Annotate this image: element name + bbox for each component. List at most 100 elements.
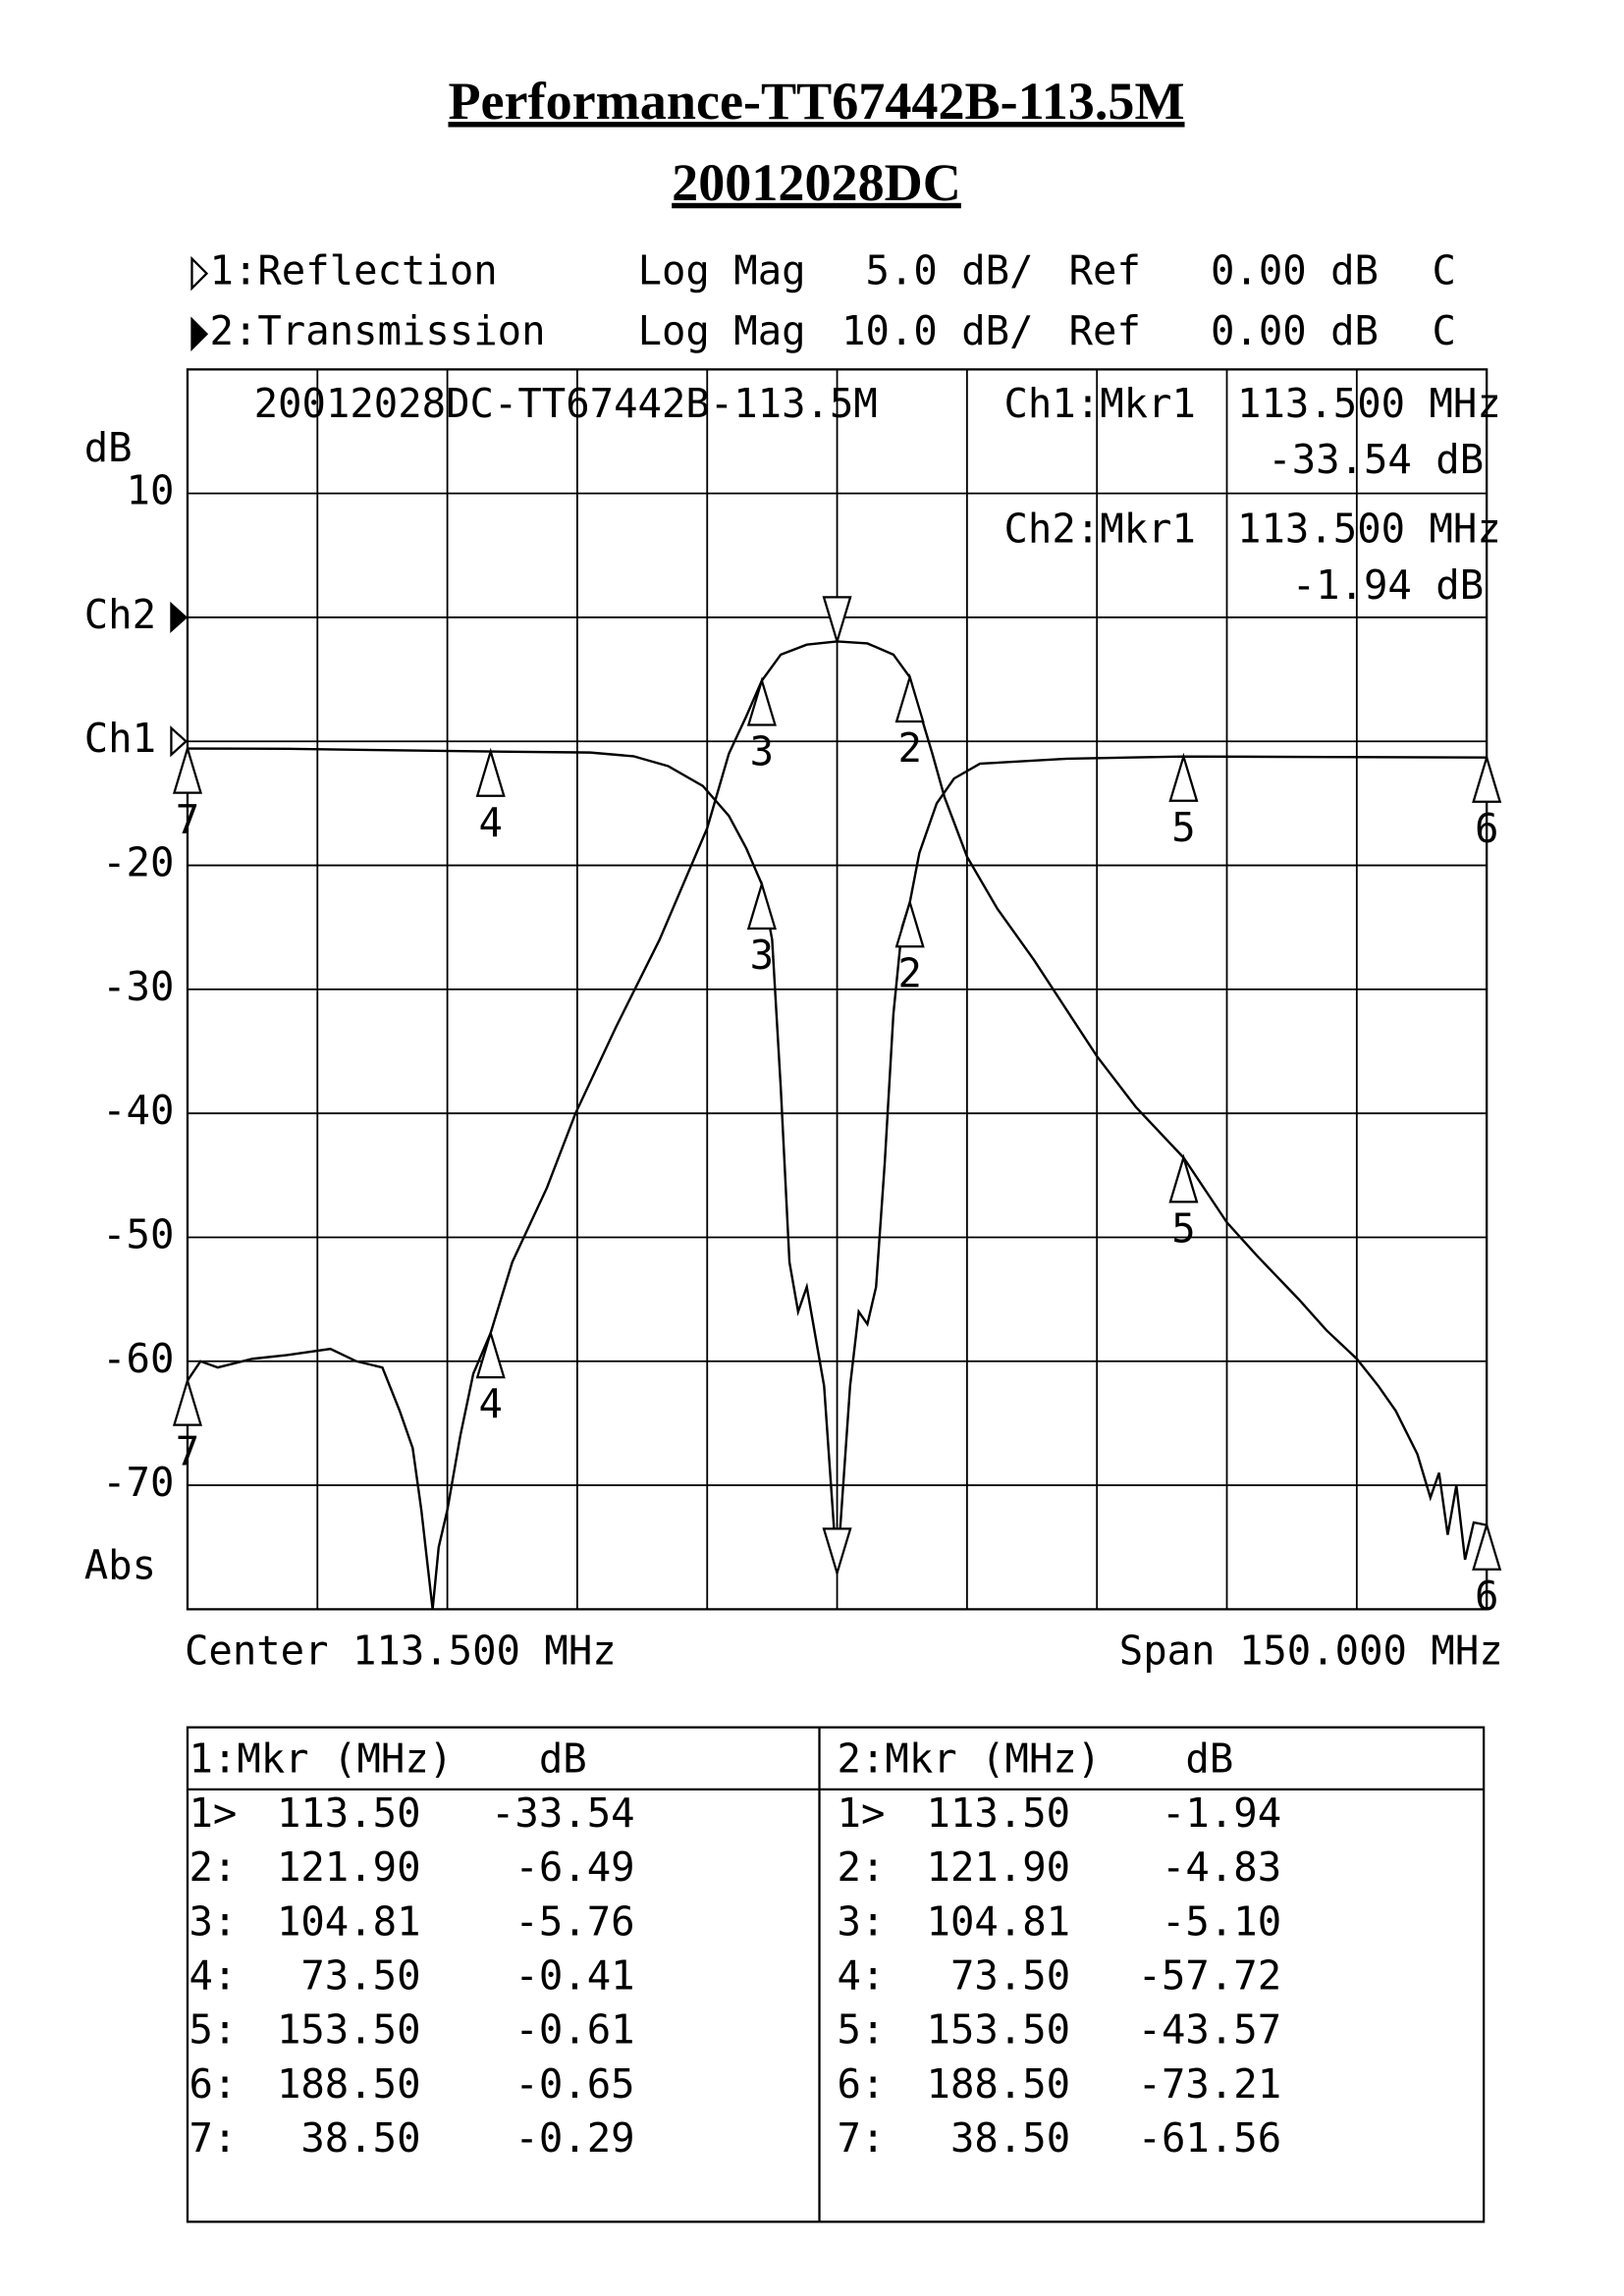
trace xyxy=(186,640,1488,1610)
readout-frequency: 113.500 MHz xyxy=(1237,506,1501,553)
channel-setting: Ref xyxy=(1069,247,1141,294)
channel-setting: 0.00 dB xyxy=(1211,247,1379,294)
marker xyxy=(1472,1521,1502,1571)
marker-label: 5 xyxy=(1171,1204,1195,1252)
page-subtitle: 20012028DC xyxy=(672,153,961,212)
table-frequency: 153.50 xyxy=(927,2006,1071,2054)
table-frequency: 73.50 xyxy=(300,1951,420,1999)
table-frequency: 73.50 xyxy=(950,1951,1070,1999)
table-frequency: 38.50 xyxy=(300,2114,420,2162)
table-header: 1:Mkr (MHz) xyxy=(189,1735,453,1782)
table-value: -73.21 xyxy=(1138,2060,1282,2108)
marker xyxy=(894,673,925,723)
table-value: -5.10 xyxy=(1162,1897,1281,1945)
marker xyxy=(172,744,203,794)
table-header: dB xyxy=(1185,1735,1233,1782)
table-row-label: 4: xyxy=(838,1951,886,1999)
table-frequency: 113.50 xyxy=(277,1789,421,1837)
table-frequency: 121.90 xyxy=(277,1843,421,1891)
marker-label: 4 xyxy=(478,1380,502,1427)
marker-label: 3 xyxy=(750,728,774,775)
table-frequency: 38.50 xyxy=(950,2114,1070,2162)
table-header: 2:Mkr (MHz) xyxy=(838,1735,1102,1782)
table-frame xyxy=(186,1726,1486,2223)
table-value: -61.56 xyxy=(1138,2114,1282,2162)
trace xyxy=(187,747,1488,1574)
table-value: -57.72 xyxy=(1138,1951,1282,1999)
active-marker xyxy=(822,596,852,646)
table-row-label: 2: xyxy=(838,1843,886,1891)
channel-setting: 10.0 dB/ xyxy=(841,307,1033,354)
x-axis-center: Center 113.500 MHz xyxy=(185,1627,617,1674)
y-tick-label: Ch1 xyxy=(84,715,156,762)
y-tick-label: -70 xyxy=(102,1459,174,1506)
readout-value: -33.54 dB xyxy=(1268,436,1484,483)
table-row-label: 3: xyxy=(838,1897,886,1945)
table-header: dB xyxy=(539,1735,587,1782)
table-frequency: 188.50 xyxy=(927,2060,1071,2108)
chart: 1:Reflection Log Mag 5.0 dB/Ref 0.00 dB C 2:T… xyxy=(84,247,1503,2162)
table-value: -0.61 xyxy=(514,2006,634,2054)
plot-title: 20012028DC-TT67442B-113.5M xyxy=(254,380,878,427)
table-row-label: 4: xyxy=(189,1951,237,1999)
channel-name: 1:Reflection xyxy=(210,247,498,294)
table-value: -43.57 xyxy=(1138,2006,1282,2054)
marker-label: 7 xyxy=(176,1428,199,1475)
y-tick-label: -20 xyxy=(102,839,174,886)
readout-frequency: 113.500 MHz xyxy=(1237,380,1501,427)
table-value: -33.54 xyxy=(491,1789,635,1837)
table-row-label: 5: xyxy=(189,2006,237,2054)
channel-setting: 0.00 dB xyxy=(1211,307,1379,354)
marker xyxy=(894,898,925,948)
reference-arrow xyxy=(170,601,189,634)
table-value: -0.29 xyxy=(514,2114,634,2162)
readout-channel: Ch1:Mkr1 xyxy=(1003,380,1195,427)
table-frequency: 113.50 xyxy=(927,1789,1071,1837)
table-value: -1.94 xyxy=(1162,1789,1281,1837)
marker xyxy=(172,1376,203,1426)
readout-channel: Ch2:Mkr1 xyxy=(1003,506,1195,553)
channel-setting: Ref xyxy=(1069,307,1141,354)
table-row-label: 7: xyxy=(189,2114,237,2162)
table-row-label: 2: xyxy=(189,1843,237,1891)
marker-label: 2 xyxy=(897,724,921,772)
table-frequency: 104.81 xyxy=(927,1897,1071,1945)
marker xyxy=(475,1329,506,1379)
reference-arrow xyxy=(170,725,189,758)
table-value: -0.41 xyxy=(514,1951,634,1999)
table-row-label: 1> xyxy=(838,1789,886,1837)
marker-label: 6 xyxy=(1475,805,1498,852)
channel-setting: C xyxy=(1433,247,1456,294)
marker-label: 4 xyxy=(478,799,502,846)
readout-value: -1.94 dB xyxy=(1292,561,1484,609)
table-frequency: 188.50 xyxy=(277,2060,421,2108)
marker-label: 2 xyxy=(897,949,921,996)
table-row-label: 6: xyxy=(838,2060,886,2108)
table-frequency: 104.81 xyxy=(277,1897,421,1945)
marker-label: 6 xyxy=(1475,1573,1498,1620)
channel-symbol xyxy=(190,255,209,292)
channel-setting: Log Mag xyxy=(638,247,806,294)
marker xyxy=(475,747,506,797)
channel-name: 2:Transmission xyxy=(210,307,546,354)
marker xyxy=(746,880,777,930)
y-tick-label: -30 xyxy=(102,963,174,1010)
marker xyxy=(1168,1153,1199,1203)
y-tick-label: -40 xyxy=(102,1087,174,1134)
y-axis-unit: dB xyxy=(84,424,133,471)
y-tick-label: -60 xyxy=(102,1335,174,1382)
marker-label: 5 xyxy=(1171,804,1195,851)
table-row-label: 3: xyxy=(189,1897,237,1945)
y-tick-label: 10 xyxy=(127,467,175,514)
y-axis-mode: Abs xyxy=(84,1541,156,1588)
table-row-label: 5: xyxy=(838,2006,886,2054)
marker-label: 7 xyxy=(176,796,199,843)
channel-setting: C xyxy=(1433,307,1456,354)
x-axis-span: Span 150.000 MHz xyxy=(1119,1627,1503,1674)
y-tick-label: -50 xyxy=(102,1210,174,1257)
table-row-label: 1> xyxy=(189,1789,237,1837)
table-value: -0.65 xyxy=(514,2060,634,2108)
table-frequency: 153.50 xyxy=(277,2006,421,2054)
